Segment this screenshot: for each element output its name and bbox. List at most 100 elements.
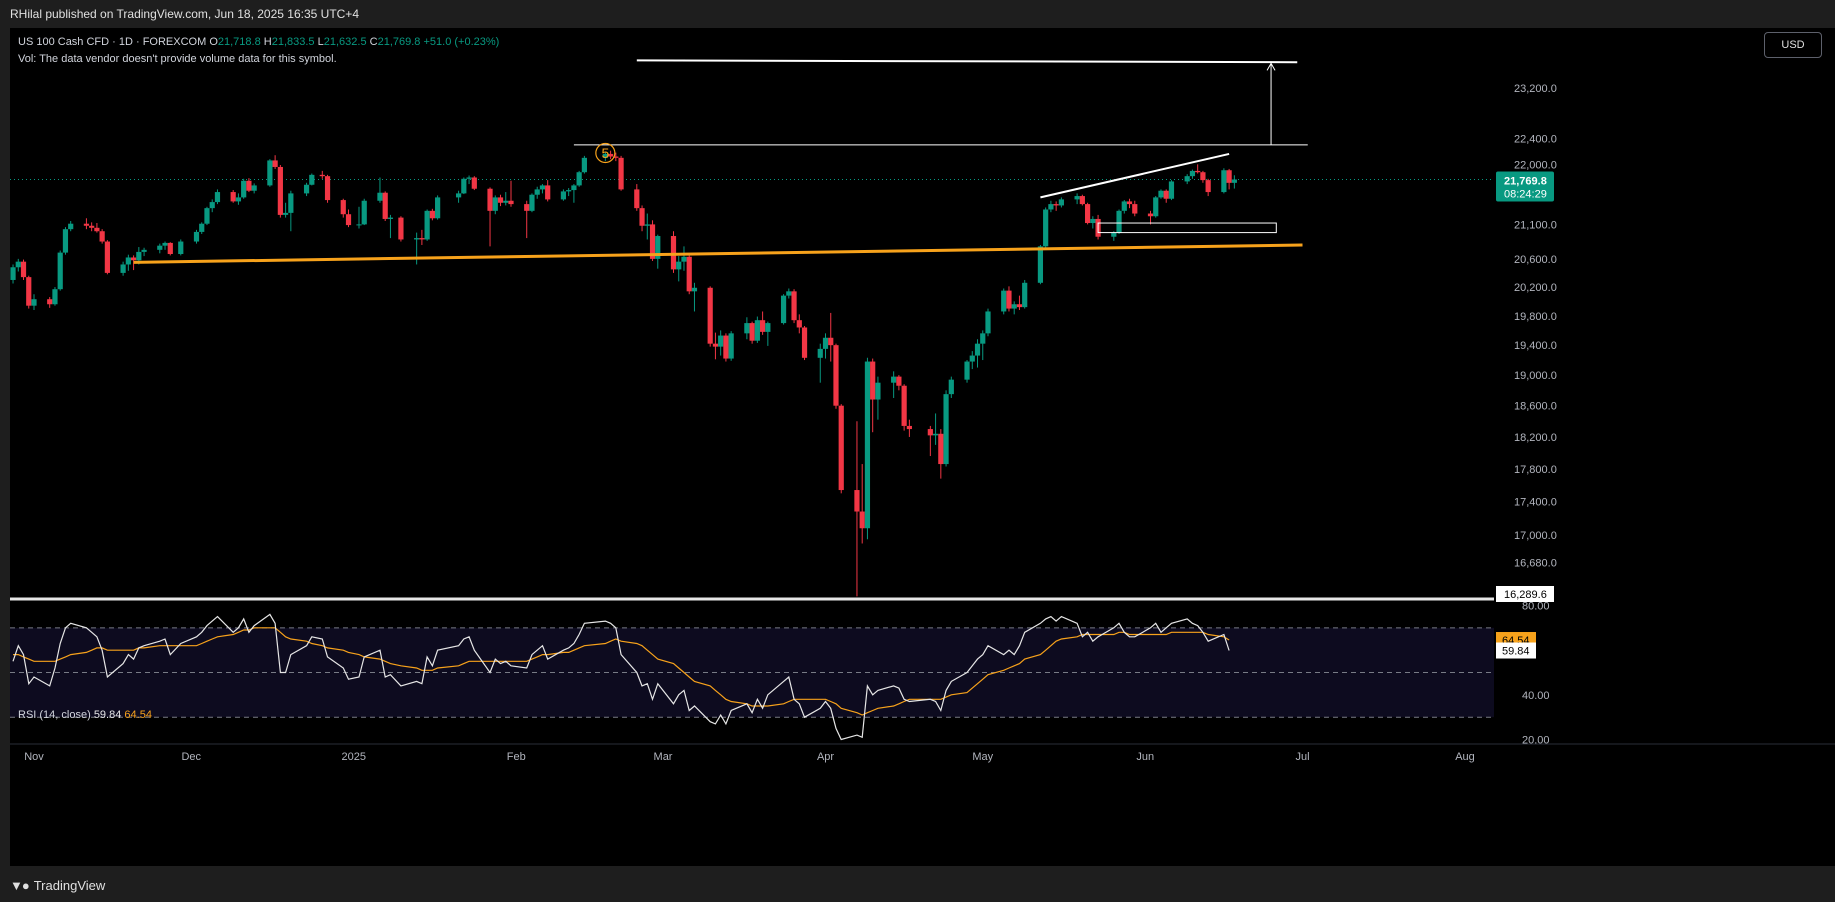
candle-body <box>529 194 535 211</box>
candle-body <box>655 236 661 259</box>
support-trendline <box>133 243 1303 264</box>
candle-body <box>136 251 142 261</box>
candle <box>68 220 74 232</box>
candle <box>670 231 677 273</box>
candle-body <box>765 323 771 332</box>
candle <box>969 351 975 370</box>
candle-body <box>68 223 74 230</box>
candle-body <box>277 166 283 215</box>
candle <box>1011 301 1017 315</box>
low-label: L <box>317 36 324 48</box>
candle <box>560 189 567 201</box>
time-tick-label: Nov <box>24 751 44 763</box>
candle <box>246 178 252 193</box>
rsi-label: RSI (14, close) <box>18 709 91 721</box>
candle-body <box>728 333 734 359</box>
candle <box>1001 288 1007 315</box>
rsi-tick-label: 80.00 <box>1522 600 1550 612</box>
candle <box>754 316 760 343</box>
candle <box>691 282 698 312</box>
candle-body <box>938 433 944 465</box>
candle <box>455 190 462 203</box>
time-tick-label: May <box>972 751 993 763</box>
candle <box>277 165 283 218</box>
candle <box>288 190 294 232</box>
candle-body <box>754 320 760 341</box>
candle <box>1126 198 1133 209</box>
publisher-header: RHilal published on TradingView.com, Jun… <box>0 0 1835 28</box>
candle <box>1195 164 1201 174</box>
candle <box>162 241 168 250</box>
candle-body <box>52 289 58 305</box>
candle-body <box>1195 170 1201 173</box>
price-tick-label: 20,600.0 <box>1514 254 1557 266</box>
candle-body <box>854 490 860 512</box>
price-tick-label: 22,000.0 <box>1514 159 1557 171</box>
candle <box>607 150 614 160</box>
candle-body <box>634 189 640 209</box>
candle-body <box>319 174 325 177</box>
candle <box>47 297 53 308</box>
candle-body <box>10 267 16 280</box>
candle <box>613 152 619 162</box>
candle <box>639 205 645 232</box>
candle <box>199 222 205 234</box>
candle-body <box>424 210 430 240</box>
candle-body <box>534 189 540 195</box>
candle <box>760 311 766 335</box>
candle-body <box>932 433 939 436</box>
close-label: C <box>369 36 378 48</box>
candle-body <box>1189 170 1196 177</box>
candle-body <box>503 200 509 203</box>
candle-body <box>1048 204 1054 210</box>
chart-svg[interactable]: 5 23,200.0 22,400.0 22,000.0 21,100.0 20,600.… <box>10 28 1835 866</box>
candle <box>361 198 367 226</box>
candle <box>780 294 787 325</box>
candle-body <box>644 224 650 226</box>
candle-body <box>382 192 388 219</box>
candle-body <box>466 177 472 179</box>
price-tick-label: 22,400.0 <box>1514 133 1557 145</box>
candle-body <box>246 180 252 191</box>
candle <box>435 195 441 220</box>
candle <box>492 195 498 215</box>
candle-body <box>691 287 698 292</box>
candle-body <box>31 299 37 306</box>
currency-button[interactable]: USD <box>1764 32 1822 58</box>
candle <box>319 170 325 179</box>
candle <box>1184 174 1190 185</box>
candle-body <box>361 200 367 225</box>
price-tick-label: 17,400.0 <box>1514 497 1557 509</box>
candle-body <box>356 224 362 226</box>
high-value: 21,833.5 <box>271 36 315 48</box>
candle <box>927 425 933 457</box>
candle-body <box>639 208 645 226</box>
candle-body <box>309 174 315 185</box>
candle-body <box>838 405 844 491</box>
candle <box>1221 168 1227 194</box>
candle-body <box>235 197 242 202</box>
candle <box>964 360 970 383</box>
open-label: O <box>209 36 218 48</box>
tradingview-brand[interactable]: ▼● TradingView <box>10 878 105 893</box>
candle-body <box>193 231 200 242</box>
candle <box>838 404 844 494</box>
candle <box>497 194 504 207</box>
candle <box>791 289 797 324</box>
candle <box>382 191 388 221</box>
price-tick-label: 17,000.0 <box>1514 530 1557 542</box>
candle-body <box>943 394 949 465</box>
candle-body <box>1200 172 1206 181</box>
candle <box>235 193 242 205</box>
candle <box>896 375 902 391</box>
rsi-tick-label: 40.00 <box>1522 690 1550 702</box>
chart-area[interactable]: US 100 Cash CFD · 1D · FOREXCOM O21,718.… <box>10 28 1835 866</box>
candle-body <box>162 242 168 246</box>
candle <box>718 330 724 356</box>
candle-body <box>15 261 21 268</box>
candle <box>31 294 37 311</box>
rsi-line <box>12 613 1230 741</box>
candle <box>707 286 713 347</box>
candle-body <box>130 257 137 261</box>
candle-body <box>1147 213 1154 217</box>
